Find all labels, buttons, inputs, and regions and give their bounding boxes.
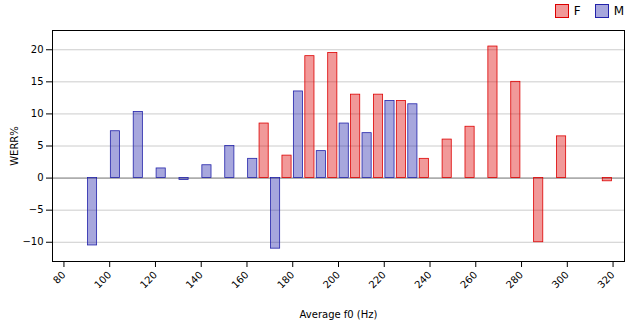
svg-text:0: 0 bbox=[37, 172, 43, 183]
svg-text:300: 300 bbox=[550, 269, 571, 290]
svg-text:WERR%: WERR% bbox=[9, 126, 20, 166]
svg-text:−10: −10 bbox=[22, 236, 43, 247]
svg-text:280: 280 bbox=[504, 269, 525, 290]
svg-text:200: 200 bbox=[321, 269, 342, 290]
svg-text:320: 320 bbox=[595, 269, 616, 290]
svg-text:180: 180 bbox=[275, 269, 296, 290]
svg-text:240: 240 bbox=[412, 269, 433, 290]
svg-text:140: 140 bbox=[184, 269, 205, 290]
svg-text:160: 160 bbox=[229, 269, 250, 290]
svg-text:120: 120 bbox=[138, 269, 159, 290]
svg-text:100: 100 bbox=[92, 269, 113, 290]
html-text:M: M bbox=[613, 4, 624, 18]
svg-text:−5: −5 bbox=[29, 204, 44, 215]
svg-text:15: 15 bbox=[31, 76, 44, 87]
svg-text:10: 10 bbox=[31, 108, 44, 119]
svg-text:80: 80 bbox=[51, 269, 68, 286]
svg-text:20: 20 bbox=[31, 44, 44, 55]
svg-text:5: 5 bbox=[37, 140, 43, 151]
svg-text:220: 220 bbox=[367, 269, 388, 290]
html-text:F: F bbox=[573, 4, 581, 18]
svg-text:Average f0 (Hz): Average f0 (Hz) bbox=[300, 309, 378, 320]
svg-text:260: 260 bbox=[458, 269, 479, 290]
